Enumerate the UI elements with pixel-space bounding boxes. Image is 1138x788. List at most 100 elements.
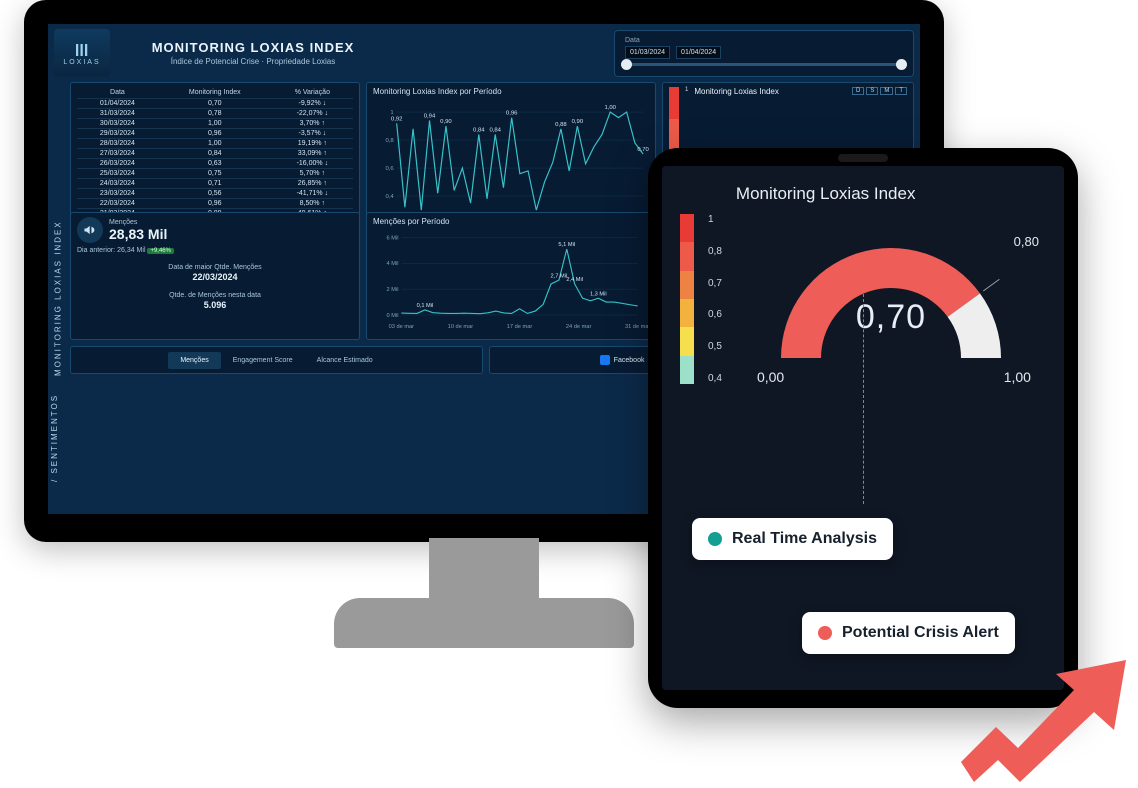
megaphone-icon bbox=[77, 217, 103, 243]
tablet-camera-notch bbox=[838, 154, 888, 162]
heat-scale-strip bbox=[680, 214, 694, 384]
brand-logo: LOXIAS bbox=[54, 29, 110, 77]
svg-text:6 Mil: 6 Mil bbox=[387, 235, 399, 241]
date-start-input[interactable]: 01/03/2024 bbox=[625, 46, 670, 59]
date-range-filter[interactable]: Data 01/03/2024 01/04/2024 bbox=[614, 30, 914, 77]
dot-icon bbox=[708, 532, 722, 546]
metric-tabs-panel: MençõesEngagement ScoreAlcance Estimado bbox=[70, 346, 483, 374]
date-range-slider[interactable] bbox=[625, 63, 903, 66]
gauge-chart: 0,70 0,00 1,00 0,80 bbox=[751, 218, 1031, 383]
svg-text:2,7 Mil: 2,7 Mil bbox=[551, 273, 568, 279]
svg-text:4 Mil: 4 Mil bbox=[387, 261, 399, 267]
mentions-value: 28,83 Mil bbox=[109, 226, 167, 242]
trend-up-arrow-icon bbox=[956, 642, 1136, 782]
side-label-bottom: / SENTIMENTOS bbox=[50, 368, 59, 508]
tablet-gauge-title: Monitoring Loxias Index bbox=[736, 184, 1046, 204]
prev-label: Dia anterior: bbox=[77, 247, 115, 254]
svg-text:1,3 Mil: 1,3 Mil bbox=[590, 291, 607, 297]
page-title: MONITORING LOXIAS INDEX bbox=[118, 40, 388, 55]
table-row[interactable]: 25/03/20240,755,70% ↑ bbox=[77, 169, 353, 179]
table-header: Monitoring Index bbox=[158, 87, 272, 99]
heat-scale-labels: 10,80,70,60,50,4 bbox=[708, 214, 722, 384]
svg-text:17 de mar: 17 de mar bbox=[507, 324, 533, 330]
date-end-input[interactable]: 01/04/2024 bbox=[676, 46, 721, 59]
gauge-max-label: 0,80 bbox=[1014, 234, 1039, 249]
svg-text:1: 1 bbox=[390, 110, 393, 116]
tablet-screen: 10,80,70,60,50,4 Monitoring Loxias Index… bbox=[662, 166, 1064, 690]
page-subtitle: Índice de Potencial Crise · Propriedade … bbox=[118, 57, 388, 66]
svg-text:5,1 Mil: 5,1 Mil bbox=[558, 242, 575, 248]
mentions-summary-card: Menções 28,83 Mil Dia anterior: 26,34 Mi… bbox=[70, 212, 360, 340]
prev-value: 26,34 Mil bbox=[117, 247, 145, 254]
table-row[interactable]: 31/03/20240,78-22,07% ↓ bbox=[77, 109, 353, 119]
heat-tick: 0,8 bbox=[708, 246, 722, 257]
pill-realtime[interactable]: Real Time Analysis bbox=[692, 518, 893, 560]
mentions-chart-title: Menções por Período bbox=[373, 217, 649, 226]
svg-text:0,4: 0,4 bbox=[385, 194, 394, 200]
svg-text:10 de mar: 10 de mar bbox=[448, 324, 474, 330]
mini-gauge-title: Monitoring Loxias Index bbox=[694, 87, 907, 96]
svg-text:1,00: 1,00 bbox=[604, 105, 616, 111]
heat-tick: 0,4 bbox=[708, 373, 722, 384]
heat-tick: 0,6 bbox=[708, 309, 722, 320]
svg-text:0 Mil: 0 Mil bbox=[387, 313, 399, 319]
social-source[interactable]: Facebook bbox=[600, 355, 645, 365]
date-range-label: Data bbox=[625, 37, 903, 44]
table-row[interactable]: 28/03/20241,0019,19% ↑ bbox=[77, 139, 353, 149]
metric-tab[interactable]: Alcance Estimado bbox=[305, 352, 385, 369]
svg-text:24 de mar: 24 de mar bbox=[566, 324, 592, 330]
table-row[interactable]: 01/04/20240,70-9,92% ↓ bbox=[77, 99, 353, 109]
title-block: MONITORING LOXIAS INDEX Índice de Potenc… bbox=[118, 40, 388, 66]
svg-text:2 Mil: 2 Mil bbox=[387, 287, 399, 293]
heat-tick: 1 bbox=[685, 87, 688, 93]
svg-text:0,8: 0,8 bbox=[385, 138, 394, 144]
metric-tab[interactable]: Menções bbox=[168, 352, 220, 369]
logo-text: LOXIAS bbox=[63, 59, 100, 66]
table-row[interactable]: 27/03/20240,8433,09% ↑ bbox=[77, 149, 353, 159]
mentions-chart-panel: Menções por Período 0 Mil 2 Mil 4 Mil 6 Mil… bbox=[366, 212, 656, 340]
chart-title: Monitoring Loxias Index por Período bbox=[373, 87, 649, 96]
table-header: % Variação bbox=[272, 87, 353, 99]
svg-text:0,94: 0,94 bbox=[424, 114, 436, 120]
table-row[interactable]: 24/03/20240,7126,85% ↑ bbox=[77, 179, 353, 189]
table-header: Data bbox=[77, 87, 158, 99]
gauge-one-label: 1,00 bbox=[1004, 369, 1031, 385]
svg-text:0,96: 0,96 bbox=[506, 111, 518, 117]
gauge-min-label: 0,00 bbox=[757, 369, 784, 385]
heat-tick: 0,7 bbox=[708, 278, 722, 289]
svg-text:0,84: 0,84 bbox=[489, 128, 501, 134]
svg-text:0,90: 0,90 bbox=[440, 119, 452, 125]
svg-text:0,1 Mil: 0,1 Mil bbox=[417, 303, 434, 309]
table-row[interactable]: 22/03/20240,968,50% ↑ bbox=[77, 199, 353, 209]
svg-text:0,90: 0,90 bbox=[572, 119, 584, 125]
heat-tick: 0,5 bbox=[708, 341, 722, 352]
logo-icon bbox=[73, 41, 91, 59]
svg-text:0,84: 0,84 bbox=[473, 128, 485, 134]
svg-text:2,4 Mil: 2,4 Mil bbox=[566, 277, 583, 283]
svg-text:0,88: 0,88 bbox=[555, 122, 567, 128]
svg-text:0,70: 0,70 bbox=[637, 147, 649, 153]
index-table: DataMonitoring Index% Variação 01/04/202… bbox=[77, 87, 353, 218]
svg-text:31 de mar: 31 de mar bbox=[625, 324, 649, 330]
monitor-stand-base bbox=[334, 598, 634, 648]
peak-date-label: Data de maior Qtde. Menções bbox=[168, 264, 261, 271]
peak-date-value: 22/03/2024 bbox=[77, 272, 353, 282]
pill-realtime-label: Real Time Analysis bbox=[732, 530, 877, 548]
table-row[interactable]: 30/03/20241,003,70% ↑ bbox=[77, 119, 353, 129]
dot-icon bbox=[818, 626, 832, 640]
tablet-device: 10,80,70,60,50,4 Monitoring Loxias Index… bbox=[648, 148, 1078, 708]
monitor-stand-neck bbox=[429, 538, 539, 598]
table-row[interactable]: 23/03/20240,56-41,71% ↓ bbox=[77, 189, 353, 199]
pill-crisis-label: Potential Crisis Alert bbox=[842, 624, 999, 642]
svg-text:03 de mar: 03 de mar bbox=[389, 324, 415, 330]
metric-tab[interactable]: Engagement Score bbox=[221, 352, 305, 369]
table-row[interactable]: 29/03/20240,96-3,57% ↓ bbox=[77, 129, 353, 139]
dashboard-header: LOXIAS MONITORING LOXIAS INDEX Índice de… bbox=[48, 24, 920, 82]
gauge-needle-guideline bbox=[863, 294, 864, 504]
table-row[interactable]: 26/03/20240,63-16,00% ↓ bbox=[77, 159, 353, 169]
mentions-label: Menções bbox=[109, 219, 167, 226]
gauge-value: 0,70 bbox=[751, 298, 1031, 337]
peak-count-value: 5.096 bbox=[77, 300, 353, 310]
metric-tabs[interactable]: MençõesEngagement ScoreAlcance Estimado bbox=[168, 352, 384, 369]
mentions-line-chart: 0 Mil 2 Mil 4 Mil 6 Mil 0,1 Mil 2,7 Mil 5,1 Mi… bbox=[373, 228, 649, 332]
